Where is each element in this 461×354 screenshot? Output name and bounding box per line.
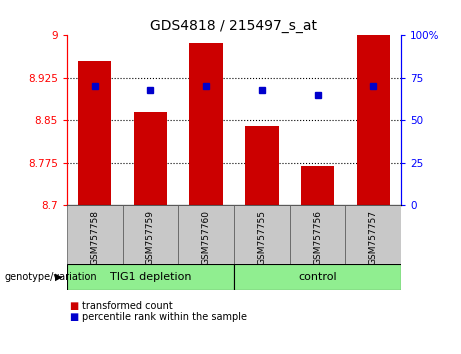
Text: ▶: ▶ [55,272,62,282]
Bar [234,205,290,264]
Bar [134,112,167,205]
Bar [356,34,390,205]
Text: GSM757760: GSM757760 [201,210,211,265]
Bar [245,126,278,205]
Text: ■: ■ [69,312,78,322]
Text: genotype/variation: genotype/variation [5,272,97,282]
Text: GSM757758: GSM757758 [90,210,99,265]
Text: control: control [298,272,337,282]
Bar [290,205,345,264]
Bar [123,205,178,264]
Text: ■: ■ [69,301,78,311]
Bar [67,264,234,290]
Text: GSM757756: GSM757756 [313,210,322,265]
Title: GDS4818 / 215497_s_at: GDS4818 / 215497_s_at [150,19,318,33]
Text: TIG1 depletion: TIG1 depletion [110,272,191,282]
Bar [189,43,223,205]
Bar [345,205,401,264]
Bar [301,166,334,205]
Bar [234,264,401,290]
Bar [67,205,123,264]
Text: GSM757759: GSM757759 [146,210,155,265]
Text: GSM757757: GSM757757 [369,210,378,265]
Text: transformed count: transformed count [82,301,173,311]
Bar [78,61,112,205]
Text: GSM757755: GSM757755 [257,210,266,265]
Text: percentile rank within the sample: percentile rank within the sample [82,312,247,322]
Bar [178,205,234,264]
